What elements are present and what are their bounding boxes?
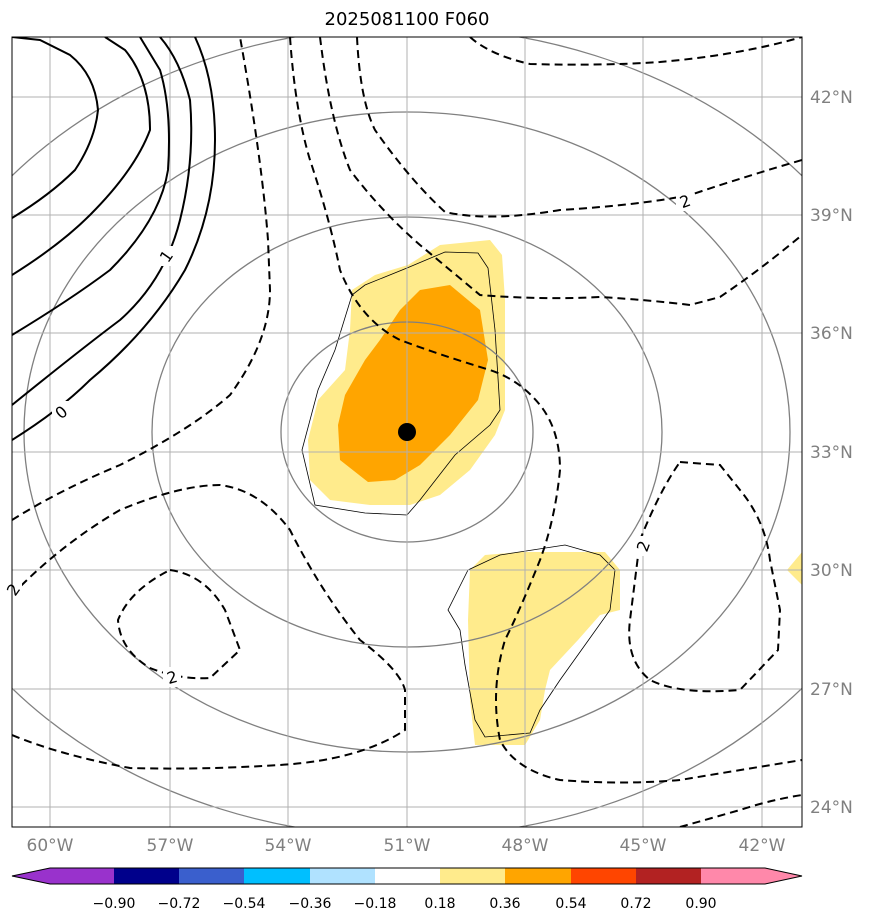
shade-orange-core [338,285,488,482]
lon-label: 45°W [620,836,667,856]
lon-label: 51°W [384,836,431,856]
colorbar-segment [440,868,505,884]
colorbar-segment [636,868,701,884]
colorbar-tick-label: 0.54 [555,896,586,912]
colorbar-segment [179,868,244,884]
colorbar-segment [765,868,802,884]
map-title: 2025081100 F060 [324,9,490,30]
colorbar-segment [701,868,765,884]
colorbar: −0.90 −0.72 −0.54 −0.36 −0.18 0.18 0.36 … [11,867,803,912]
lon-label: 48°W [502,836,549,856]
colorbar-tick-label: −0.54 [223,896,266,912]
outline-upper [301,251,501,516]
colorbar-tick-label: 0.36 [489,896,520,912]
colorbar-outline [11,867,803,885]
contour-label-two-lower: 2 [165,667,180,688]
colorbar-tick-label: −0.36 [289,896,332,912]
lat-label: 42°N [810,88,853,108]
lon-label: 57°W [147,836,194,856]
colorbar-segment [114,868,179,884]
lat-label: 27°N [810,680,853,700]
colorbar-segment [375,868,440,884]
gridlines [12,37,802,827]
colorbar-segment [12,868,50,884]
map-frame [11,36,803,828]
colorbar-tick-label: −0.18 [354,896,397,912]
lat-label: 33°N [810,443,853,463]
colorbar-tick-label: 0.18 [424,896,455,912]
contour-label-group: 0 1 2 2 2 2 [3,191,694,688]
colorbar-segment [50,868,114,884]
lat-label: 24°N [810,798,853,818]
colorbar-segment [571,868,636,884]
lat-label: 39°N [810,206,853,226]
colorbar-tick-label: −0.90 [93,896,136,912]
colorbar-segment [244,868,310,884]
solid-contours [12,37,217,441]
dashed-contours [12,37,802,827]
lon-label: 54°W [265,836,312,856]
colorbar-segment [505,868,571,884]
lat-label: 30°N [810,561,853,581]
lat-label: 36°N [810,324,853,344]
colorbar-tick-label: 0.72 [620,896,651,912]
storm-center-marker [398,423,416,441]
longitude-labels: 60°W 57°W 54°W 51°W 48°W 45°W 42°W [27,836,786,856]
colorbar-tick-label: −0.72 [158,896,201,912]
colorbar-segment [310,868,375,884]
shade-light-lower [468,552,620,745]
outline-lower [447,544,616,738]
latitude-labels: 42°N 39°N 36°N 33°N 30°N 27°N 24°N [810,88,853,818]
lon-label: 42°W [739,836,786,856]
lon-label: 60°W [27,836,74,856]
shade-light-edge [787,552,802,585]
colorbar-tick-label: 0.90 [685,896,716,912]
